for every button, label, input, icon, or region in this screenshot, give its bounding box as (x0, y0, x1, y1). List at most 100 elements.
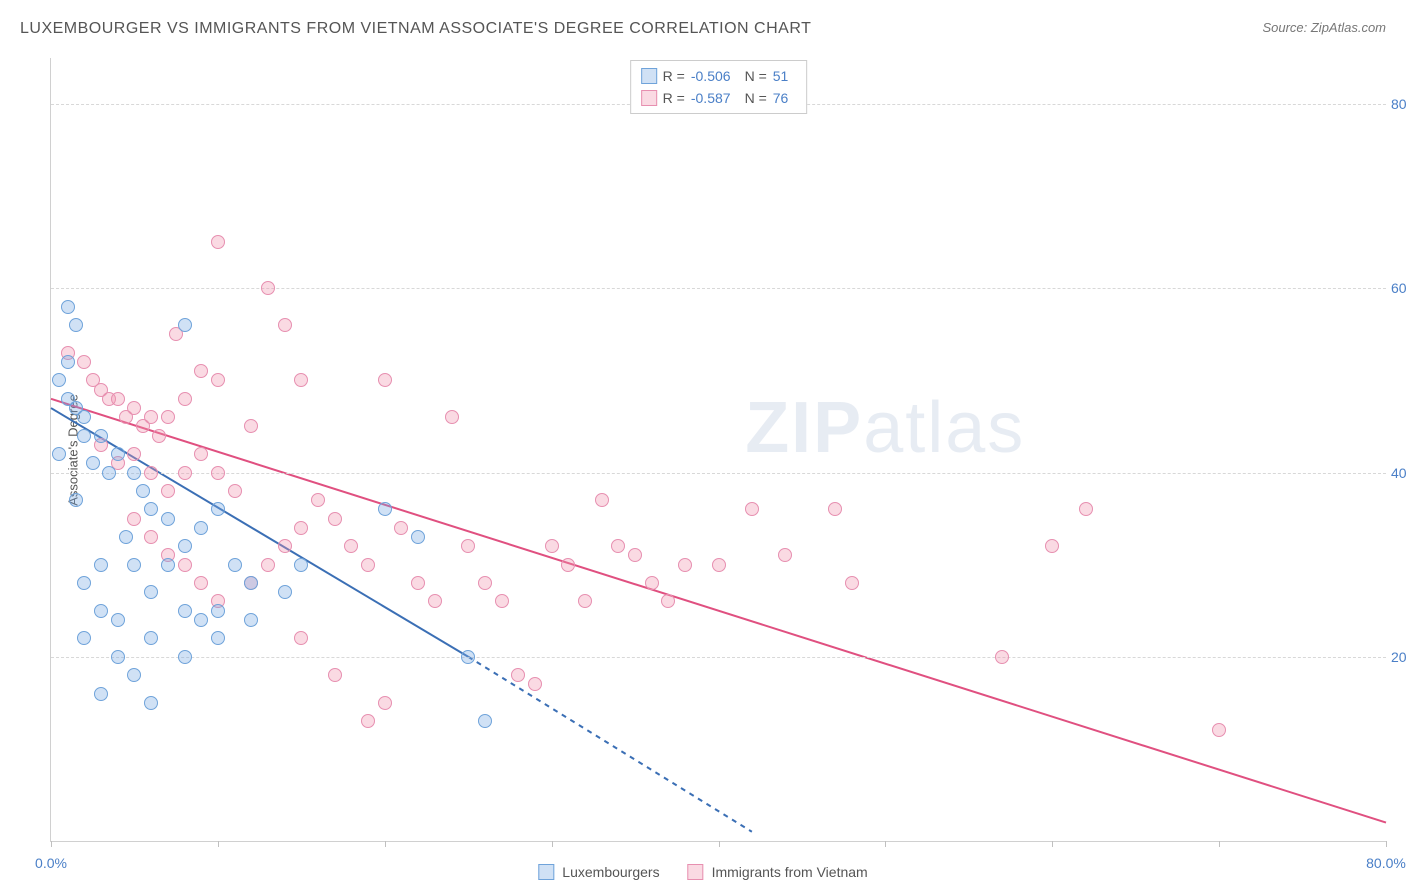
data-point-vietnam (678, 558, 692, 572)
legend-item-luxembourgers: Luxembourgers (538, 864, 659, 880)
x-tick (1219, 841, 1220, 847)
data-point-luxembourgers (211, 502, 225, 516)
data-point-vietnam (545, 539, 559, 553)
data-point-luxembourgers (211, 631, 225, 645)
r-label: R = (663, 87, 685, 109)
data-point-vietnam (745, 502, 759, 516)
data-point-luxembourgers (61, 300, 75, 314)
data-point-vietnam (595, 493, 609, 507)
data-point-vietnam (461, 539, 475, 553)
legend-label-b: Immigrants from Vietnam (712, 864, 868, 880)
data-point-vietnam (511, 668, 525, 682)
data-point-vietnam (1079, 502, 1093, 516)
data-point-luxembourgers (102, 466, 116, 480)
data-point-vietnam (428, 594, 442, 608)
data-point-vietnam (561, 558, 575, 572)
data-point-vietnam (228, 484, 242, 498)
stats-row-vietnam: R = -0.587 N = 76 (641, 87, 797, 109)
data-point-luxembourgers (278, 585, 292, 599)
data-point-luxembourgers (178, 650, 192, 664)
data-point-vietnam (411, 576, 425, 590)
data-point-luxembourgers (77, 631, 91, 645)
data-point-vietnam (77, 355, 91, 369)
data-point-vietnam (211, 373, 225, 387)
data-point-luxembourgers (127, 668, 141, 682)
data-point-luxembourgers (244, 613, 258, 627)
stats-row-luxembourgers: R = -0.506 N = 51 (641, 65, 797, 87)
data-point-vietnam (478, 576, 492, 590)
data-point-vietnam (628, 548, 642, 562)
data-point-luxembourgers (94, 604, 108, 618)
data-point-luxembourgers (378, 502, 392, 516)
n-value-b: 76 (773, 87, 789, 109)
swatch-luxembourgers (538, 864, 554, 880)
x-tick (1386, 841, 1387, 847)
data-point-vietnam (495, 594, 509, 608)
data-point-vietnam (194, 576, 208, 590)
data-point-luxembourgers (144, 502, 158, 516)
x-tick (218, 841, 219, 847)
y-tick-label: 20.0% (1391, 649, 1406, 665)
data-point-luxembourgers (94, 687, 108, 701)
data-point-vietnam (127, 512, 141, 526)
data-point-vietnam (378, 373, 392, 387)
data-point-luxembourgers (194, 613, 208, 627)
data-point-vietnam (361, 558, 375, 572)
data-point-vietnam (261, 558, 275, 572)
data-point-vietnam (661, 594, 675, 608)
data-point-vietnam (394, 521, 408, 535)
data-point-vietnam (261, 281, 275, 295)
swatch-vietnam (641, 90, 657, 106)
data-point-vietnam (144, 466, 158, 480)
source-attribution: Source: ZipAtlas.com (1262, 20, 1386, 35)
data-point-luxembourgers (144, 585, 158, 599)
data-point-luxembourgers (144, 696, 158, 710)
x-tick (719, 841, 720, 847)
data-point-vietnam (328, 512, 342, 526)
data-point-vietnam (578, 594, 592, 608)
data-point-vietnam (111, 392, 125, 406)
data-point-vietnam (194, 447, 208, 461)
r-value-a: -0.506 (691, 65, 731, 87)
x-tick-label: 0.0% (35, 855, 67, 871)
data-point-vietnam (211, 466, 225, 480)
r-label: R = (663, 65, 685, 87)
data-point-vietnam (144, 530, 158, 544)
data-point-luxembourgers (127, 558, 141, 572)
data-point-luxembourgers (77, 576, 91, 590)
y-tick-label: 40.0% (1391, 465, 1406, 481)
data-point-luxembourgers (111, 447, 125, 461)
data-point-luxembourgers (244, 576, 258, 590)
gridline (51, 288, 1386, 289)
data-point-vietnam (1045, 539, 1059, 553)
data-point-vietnam (311, 493, 325, 507)
data-point-vietnam (995, 650, 1009, 664)
data-point-luxembourgers (77, 410, 91, 424)
data-point-vietnam (244, 419, 258, 433)
legend-item-vietnam: Immigrants from Vietnam (688, 864, 868, 880)
data-point-vietnam (344, 539, 358, 553)
data-point-vietnam (144, 410, 158, 424)
data-point-vietnam (294, 631, 308, 645)
data-point-luxembourgers (411, 530, 425, 544)
data-point-luxembourgers (161, 558, 175, 572)
data-point-luxembourgers (461, 650, 475, 664)
data-point-vietnam (278, 539, 292, 553)
x-tick (552, 841, 553, 847)
gridline (51, 473, 1386, 474)
data-point-vietnam (127, 401, 141, 415)
swatch-vietnam (688, 864, 704, 880)
data-point-vietnam (378, 696, 392, 710)
data-point-luxembourgers (86, 456, 100, 470)
data-point-vietnam (294, 373, 308, 387)
data-point-luxembourgers (77, 429, 91, 443)
data-point-vietnam (178, 466, 192, 480)
data-point-vietnam (1212, 723, 1226, 737)
data-point-vietnam (161, 484, 175, 498)
data-point-luxembourgers (228, 558, 242, 572)
x-tick-label: 80.0% (1366, 855, 1406, 871)
data-point-luxembourgers (69, 318, 83, 332)
data-point-vietnam (712, 558, 726, 572)
data-point-vietnam (828, 502, 842, 516)
data-point-vietnam (645, 576, 659, 590)
